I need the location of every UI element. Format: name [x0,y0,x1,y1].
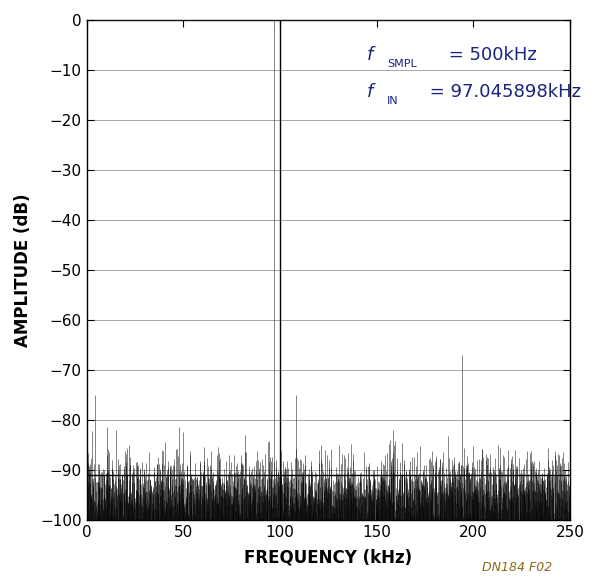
Text: f: f [367,84,373,102]
Text: = 97.045898kHz: = 97.045898kHz [424,84,581,102]
Y-axis label: AMPLITUDE (dB): AMPLITUDE (dB) [14,193,32,347]
Text: DN184 F02: DN184 F02 [482,561,552,574]
Text: IN: IN [388,96,399,106]
Text: f: f [367,46,373,64]
X-axis label: FREQUENCY (kHz): FREQUENCY (kHz) [244,548,412,566]
Text: SMPL: SMPL [388,59,417,69]
Text: = 500kHz: = 500kHz [443,46,536,64]
